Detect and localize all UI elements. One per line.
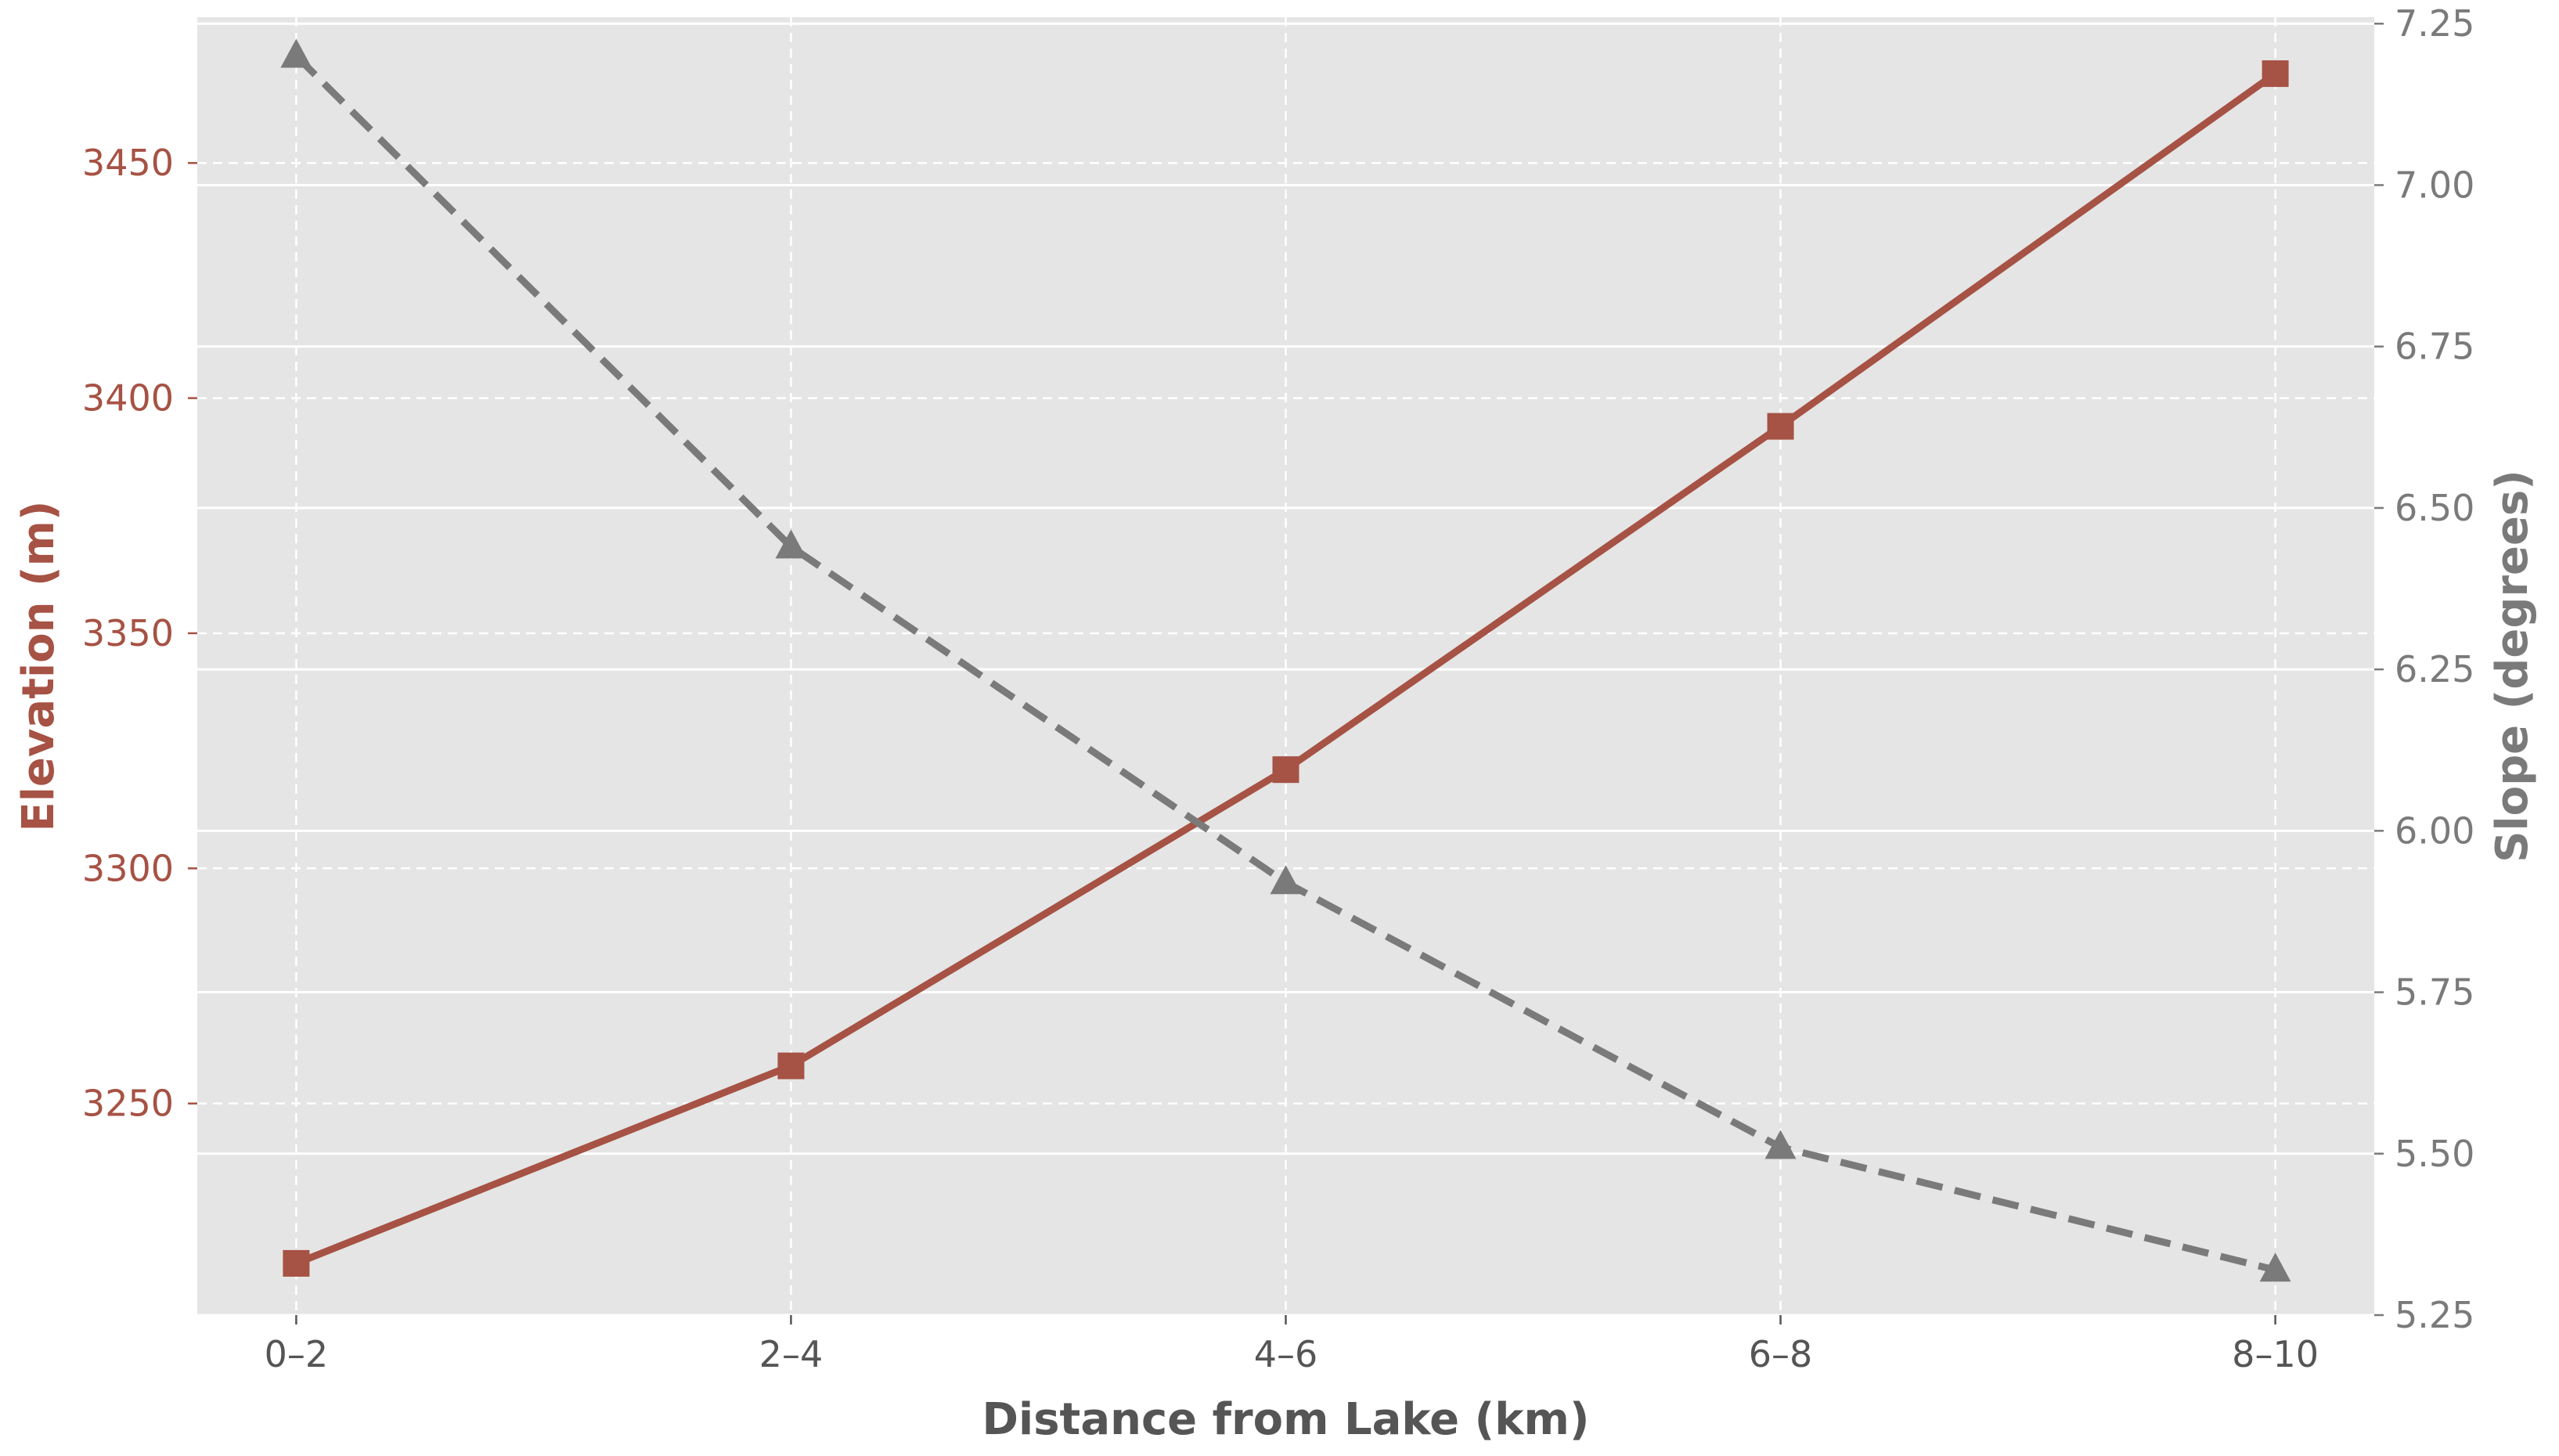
x-tick-label: 4–6 — [1254, 1333, 1318, 1375]
left-y-tick-label: 3250 — [82, 1083, 174, 1125]
right-y-tick-label: 7.25 — [2395, 2, 2474, 45]
x-axis-title: Distance from Lake (km) — [982, 1394, 1590, 1445]
x-tick-label: 0–2 — [265, 1333, 329, 1375]
x-tick-label: 8–10 — [2232, 1333, 2319, 1375]
data-point-triangle — [2259, 1252, 2291, 1282]
right-y-tick-label: 6.25 — [2395, 648, 2474, 690]
data-point-square — [1767, 413, 1794, 440]
data-point-triangle — [280, 38, 312, 68]
series — [280, 38, 2291, 1282]
right-y-tick-label: 5.50 — [2395, 1133, 2474, 1175]
left-y-tick-label: 3350 — [82, 612, 174, 654]
grid — [197, 17, 2374, 1317]
right-y-tick-label: 6.75 — [2395, 326, 2474, 368]
left-y-tick-label: 3400 — [82, 377, 174, 420]
left-y-tick-label: 3450 — [82, 142, 174, 184]
data-point-triangle — [775, 529, 807, 559]
right-y-tick-label: 6.50 — [2395, 487, 2474, 529]
data-point-triangle — [1764, 1130, 1797, 1159]
data-point-square — [1272, 756, 1299, 784]
right-y-tick-label: 7.00 — [2395, 164, 2474, 206]
axes: 0–2 2–4 4–6 6–8 8–10 3250 3300 3350 3400 3450 5.25… — [82, 2, 2475, 1375]
data-point-triangle — [1270, 865, 1302, 895]
left-y-axis-title: Elevation (m) — [13, 500, 64, 831]
data-point-square — [777, 1052, 805, 1079]
data-point-square — [2262, 60, 2289, 88]
left-y-tick-label: 3300 — [82, 847, 174, 889]
data-point-square — [283, 1249, 310, 1277]
right-y-tick-label: 6.00 — [2395, 809, 2474, 852]
x-tick-label: 2–4 — [759, 1333, 824, 1375]
right-y-axis-title: Slope (degrees) — [2487, 470, 2538, 863]
right-y-tick-label: 5.75 — [2395, 971, 2474, 1014]
right-y-tick-label: 5.25 — [2395, 1294, 2474, 1336]
x-tick-label: 6–8 — [1749, 1333, 1813, 1375]
